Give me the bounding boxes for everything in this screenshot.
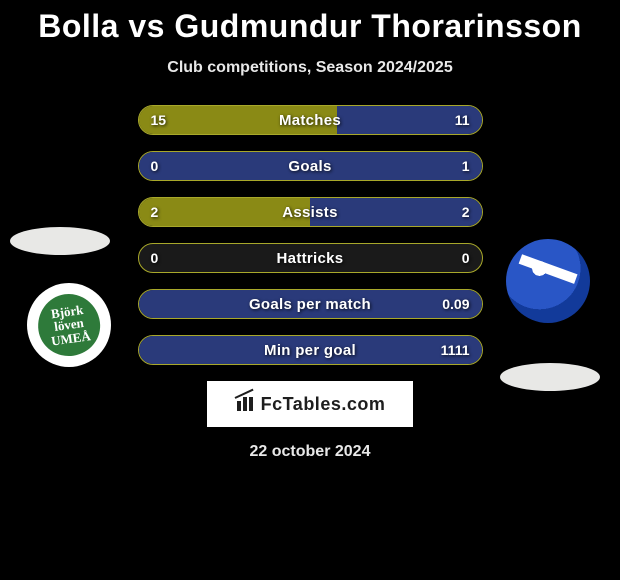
team-left-logo-text: Björk löven UMEÅ bbox=[34, 290, 104, 360]
stat-value-right: 0.09 bbox=[442, 296, 469, 312]
stat-label: Assists bbox=[282, 204, 337, 221]
kit-stripe bbox=[519, 254, 578, 284]
chart-area: Björk löven UMEÅ 15 Matches 11 0 Goals 1 2 Assi… bbox=[0, 105, 620, 365]
team-right-ellipse bbox=[500, 363, 600, 391]
stat-value-left: 2 bbox=[151, 204, 159, 220]
stat-label: Hattricks bbox=[277, 250, 344, 267]
stat-row: 15 Matches 11 bbox=[138, 105, 483, 135]
stat-value-right: 1 bbox=[462, 158, 470, 174]
page-title: Bolla vs Gudmundur Thorarinsson bbox=[0, 8, 620, 45]
player-right-avatar bbox=[506, 239, 590, 323]
stat-row: Min per goal 1111 bbox=[138, 335, 483, 365]
comparison-infographic: Bolla vs Gudmundur Thorarinsson Club com… bbox=[0, 0, 620, 461]
stat-value-right: 1111 bbox=[441, 342, 470, 358]
stat-row: 0 Goals 1 bbox=[138, 151, 483, 181]
stat-rows: 15 Matches 11 0 Goals 1 2 Assists 2 0 Hattricks 0 Go… bbox=[138, 105, 483, 365]
team-left-logo: Björk löven UMEÅ bbox=[27, 283, 111, 367]
stat-value-right: 2 bbox=[462, 204, 470, 220]
stat-value-right: 11 bbox=[455, 112, 470, 128]
date-label: 22 october 2024 bbox=[0, 443, 620, 461]
stat-value-left: 0 bbox=[151, 250, 159, 266]
stat-row: 2 Assists 2 bbox=[138, 197, 483, 227]
stat-label: Matches bbox=[279, 112, 341, 129]
stat-value-right: 0 bbox=[462, 250, 470, 266]
stat-label: Min per goal bbox=[264, 342, 356, 359]
stat-row: 0 Hattricks 0 bbox=[138, 243, 483, 273]
stat-value-left: 15 bbox=[151, 112, 167, 128]
page-subtitle: Club competitions, Season 2024/2025 bbox=[0, 59, 620, 77]
player-left-ellipse bbox=[10, 227, 110, 255]
stat-value-left: 0 bbox=[151, 158, 159, 174]
branding-badge: FcTables.com bbox=[207, 381, 413, 427]
branding-icon bbox=[235, 395, 257, 413]
stat-label: Goals bbox=[288, 158, 331, 175]
branding-label: FcTables.com bbox=[261, 394, 386, 415]
stat-label: Goals per match bbox=[249, 296, 371, 313]
stat-row: Goals per match 0.09 bbox=[138, 289, 483, 319]
